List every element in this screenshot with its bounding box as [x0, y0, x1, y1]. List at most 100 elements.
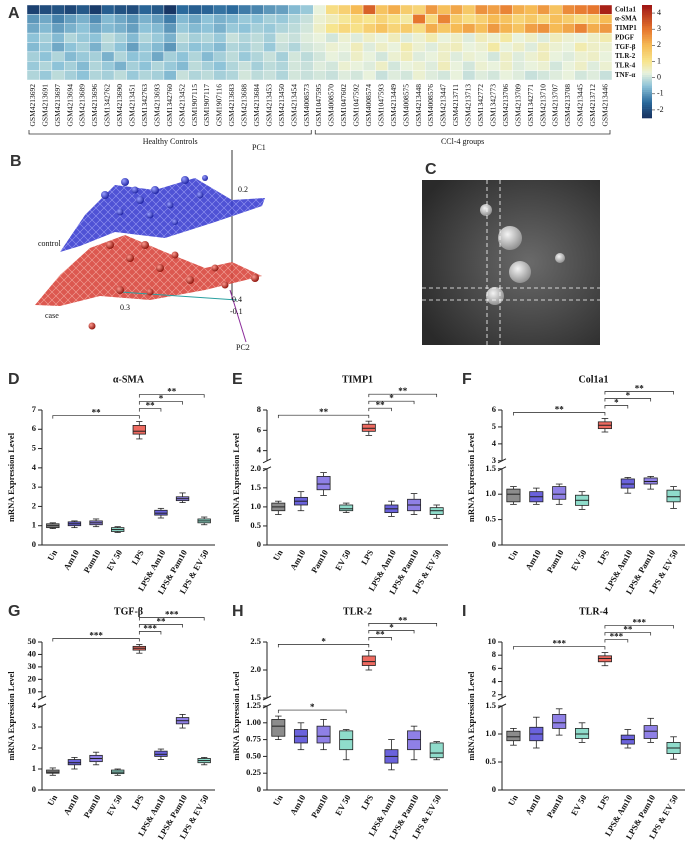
- heatmap-cell: [188, 14, 202, 24]
- y-axis-label: mRNA Expression Level: [6, 432, 16, 522]
- chart-title: Col1a1: [579, 374, 609, 385]
- heatmap-cell: [64, 61, 77, 71]
- y-tick-label: 20: [28, 673, 37, 683]
- pca-axis-label: PC1: [252, 143, 266, 152]
- heatmap-cell: [250, 23, 264, 34]
- heatmap-cell: [51, 4, 65, 15]
- heatmap-cell: [163, 51, 177, 62]
- column-label: GSM4213451: [128, 84, 137, 127]
- y-tick-label: 1.00: [246, 717, 261, 727]
- heatmap-cell: [213, 70, 227, 81]
- x-tick-label: LPS: [129, 793, 146, 812]
- heatmap-cell: [113, 32, 127, 43]
- significance-bracket: [138, 408, 162, 412]
- significance-bracket: [368, 637, 392, 641]
- chart-title: TLR-2: [343, 606, 372, 617]
- colorbar-step: [642, 6, 652, 10]
- y-tick-label: 3: [492, 455, 496, 465]
- row-label: TNF-α: [615, 71, 635, 79]
- heatmap-cell: [138, 14, 152, 24]
- heatmap-cell: [313, 42, 326, 53]
- heatmap-cell: [350, 61, 364, 71]
- column-label: GSM4213450: [277, 84, 286, 127]
- y-tick-label: 6: [492, 662, 496, 672]
- y-tick-label: 1: [32, 520, 36, 530]
- y-tick-label: 1.5: [485, 700, 496, 710]
- colorbar-step: [642, 112, 652, 115]
- heatmap-cell: [574, 14, 588, 24]
- significance-bracket: [138, 617, 205, 621]
- heatmap-cell: [101, 32, 115, 43]
- heatmap-cell: [101, 23, 115, 34]
- panel-label: F: [462, 371, 472, 388]
- row-label: α-SMA: [615, 15, 637, 23]
- panel-label: H: [232, 603, 244, 620]
- heatmap-cell: [375, 42, 389, 53]
- column-label: GSM4213708: [563, 84, 572, 127]
- box: [132, 425, 146, 435]
- significance-bracket: [368, 393, 438, 398]
- heatmap-cell: [537, 32, 550, 43]
- y-axis-label: mRNA Expression Level: [466, 671, 476, 761]
- colorbar-step: [642, 33, 652, 36]
- significance-label: **: [319, 407, 329, 417]
- significance-bracket: [138, 631, 162, 635]
- heatmap-cell: [599, 14, 613, 24]
- heatmap-cell: [350, 70, 364, 81]
- x-tick-label: Un: [506, 793, 520, 808]
- heatmap-cell: [337, 32, 351, 43]
- colorbar-step: [642, 76, 652, 79]
- y-tick-label: 2.0: [250, 463, 261, 473]
- heatmap-cell: [188, 70, 202, 81]
- significance-bracket: [513, 646, 606, 650]
- heatmap-cell: [51, 32, 65, 43]
- heatmap-cell: [151, 42, 165, 53]
- y-tick-label: 0.5: [485, 514, 496, 524]
- heatmap-cell: [350, 23, 364, 34]
- colorbar-step: [642, 84, 652, 87]
- y-tick-label: 0.5: [485, 756, 496, 766]
- heatmap-cell: [275, 70, 289, 81]
- heatmap-cell: [412, 61, 426, 71]
- y-tick-label: 10: [488, 636, 497, 646]
- heatmap-cell: [39, 23, 53, 34]
- significance-label: ***: [165, 610, 179, 620]
- heatmap-cell: [250, 61, 264, 71]
- colorbar-step: [642, 48, 652, 51]
- significance-bracket: [52, 638, 140, 642]
- heatmap-cell: [201, 23, 214, 34]
- column-label: GSM1047595: [314, 84, 323, 127]
- heatmap-cell: [288, 23, 302, 34]
- heatmap-cell: [176, 42, 190, 53]
- axis-break: [497, 695, 507, 701]
- chart-title: TLR-4: [579, 606, 608, 617]
- x-tick-label: LPS: [595, 793, 612, 812]
- heatmap-cell: [437, 70, 451, 81]
- heatmap-cell: [574, 23, 588, 34]
- column-label: GSM1342773: [488, 84, 497, 127]
- y-tick-label: 4: [32, 700, 37, 710]
- heatmap-cell: [350, 14, 364, 24]
- column-label: GSM4213452: [177, 84, 186, 127]
- heatmap-cell: [337, 4, 351, 15]
- heatmap-cell: [412, 4, 426, 15]
- y-tick-label: 2.0: [250, 664, 261, 674]
- heatmap-cell: [313, 23, 326, 34]
- heatmap-cell: [26, 23, 40, 34]
- y-tick-label: 0: [257, 539, 261, 549]
- heatmap-cell: [512, 51, 526, 62]
- heatmap-cell: [64, 4, 77, 15]
- panel-label: I: [462, 603, 466, 620]
- column-label: GSM4008570: [327, 84, 336, 127]
- pca-axis-label: -0.1: [230, 307, 243, 316]
- heatmap-cell: [400, 61, 414, 71]
- column-label: GSM4213690: [115, 84, 124, 127]
- heatmap-cell: [225, 14, 239, 24]
- row-label: PDGF: [615, 33, 634, 41]
- heatmap-cell: [176, 70, 190, 81]
- heatmap-cell: [524, 70, 538, 81]
- x-tick-label: Am10: [523, 793, 543, 817]
- heatmap-cell: [462, 14, 476, 24]
- heatmap-cell: [499, 23, 513, 34]
